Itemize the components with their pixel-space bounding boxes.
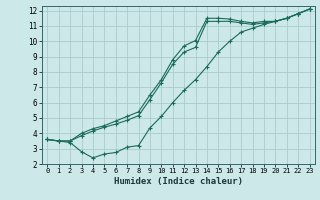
- X-axis label: Humidex (Indice chaleur): Humidex (Indice chaleur): [114, 177, 243, 186]
